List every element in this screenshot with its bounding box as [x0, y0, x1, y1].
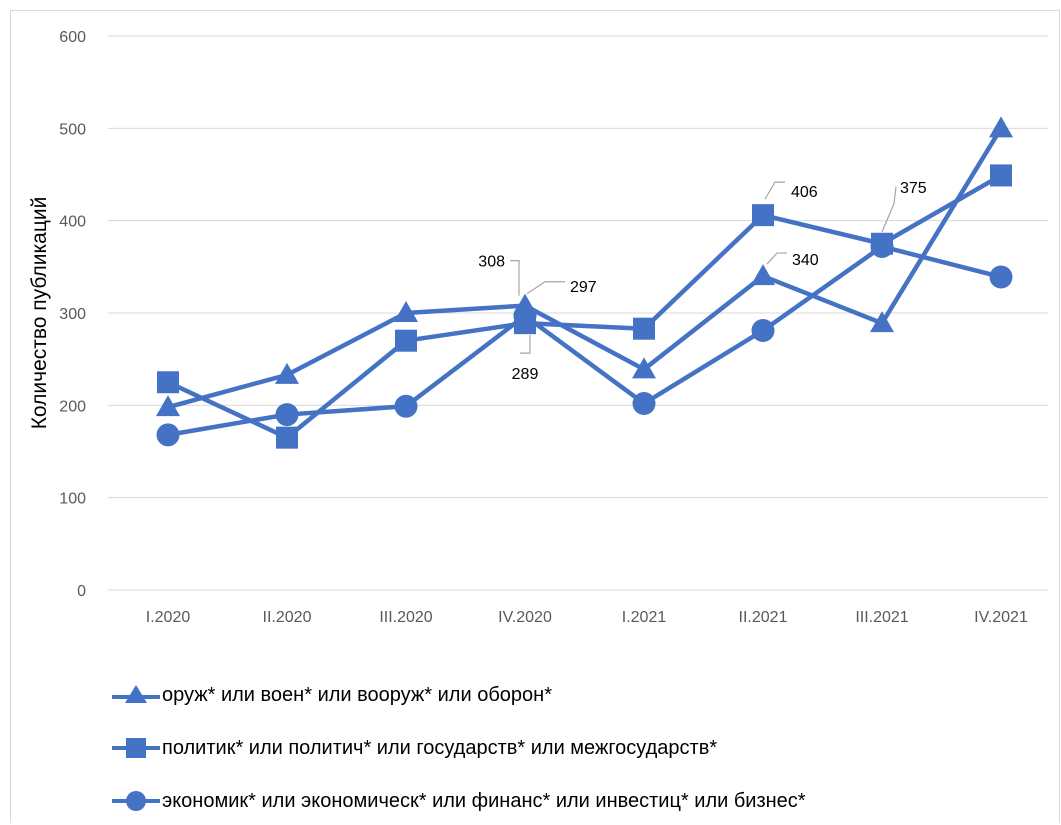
triangle-point: [156, 395, 180, 417]
leader-line: [766, 252, 787, 265]
circle-point: [513, 304, 537, 328]
y-tick-label: 500: [59, 121, 86, 138]
square-point: [276, 426, 298, 449]
legend-square-icon: [112, 738, 160, 758]
triangle-point: [632, 357, 656, 379]
square-point: [157, 371, 179, 394]
data-labels: 308 297 289 406 340 375: [478, 180, 927, 383]
data-label: 375: [900, 180, 927, 197]
x-axis-ticks: I.2020 II.2020 III.2020 IV.2020 I.2021 II.202…: [146, 609, 1028, 626]
y-tick-label: 200: [59, 398, 86, 415]
circle-point: [989, 265, 1013, 289]
circle-point: [394, 394, 418, 418]
y-tick-label: 600: [59, 29, 86, 46]
triangle-point: [275, 362, 299, 384]
x-tick-label: IV.2021: [974, 609, 1028, 626]
triangle-point: [751, 264, 775, 286]
square-point: [990, 164, 1012, 187]
square-point: [395, 329, 417, 352]
y-axis-label: Количество публикаций: [28, 197, 51, 430]
leader-line: [510, 260, 520, 296]
y-tick-label: 0: [77, 583, 86, 600]
legend-item-politics: политик* или политич* или государств* ил…: [112, 733, 717, 763]
data-label: 308: [478, 254, 505, 271]
x-tick-label: I.2020: [146, 609, 191, 626]
x-tick-label: II.2020: [263, 609, 312, 626]
leader-line: [520, 335, 531, 354]
x-tick-label: II.2021: [739, 609, 788, 626]
legend-triangle-icon: [112, 685, 160, 703]
circle-point: [275, 403, 299, 427]
leader-line: [526, 281, 565, 295]
y-tick-label: 400: [59, 214, 86, 231]
circle-point: [156, 423, 180, 447]
x-tick-label: III.2020: [379, 609, 432, 626]
leader-line: [881, 186, 897, 232]
y-tick-label: 100: [59, 491, 86, 508]
series-line: [167, 244, 1002, 438]
legend-label: оруж* или воен* или вооруж* или оборон*: [162, 683, 552, 706]
x-tick-label: III.2021: [855, 609, 908, 626]
data-label: 297: [570, 279, 597, 296]
series-triangle: [156, 116, 1013, 417]
gridlines: [108, 35, 1048, 591]
x-tick-label: IV.2020: [498, 609, 552, 626]
series-line: [167, 127, 1003, 410]
square-point: [752, 204, 774, 227]
chart-frame: [10, 10, 1060, 823]
legend-circle-icon: [112, 791, 160, 811]
y-axis-ticks: 0 100 200 300 400 500 600: [59, 29, 86, 600]
x-tick-label: I.2021: [622, 609, 667, 626]
legend-item-economics: экономик* или экономическ* или финанс* и…: [112, 786, 806, 816]
series-line: [167, 173, 1003, 440]
triangle-point: [870, 311, 894, 333]
circle-point: [632, 391, 656, 415]
data-label: 340: [792, 252, 819, 269]
circle-point: [751, 319, 775, 343]
y-tick-label: 300: [59, 306, 86, 323]
legend-label: политик* или политич* или государств* ил…: [162, 736, 718, 759]
data-label: 406: [791, 184, 818, 201]
series-circle: [156, 235, 1013, 447]
legend-item-weapons: оруж* или воен* или вооруж* или оборон*: [112, 680, 552, 710]
triangle-point: [394, 301, 418, 322]
leader-line: [764, 181, 785, 200]
legend-label: экономик* или экономическ* или финанс* и…: [162, 789, 806, 812]
square-point: [633, 317, 655, 340]
triangle-point: [989, 116, 1013, 138]
series-group: [156, 116, 1013, 449]
data-label: 289: [512, 366, 539, 383]
circle-point: [870, 235, 894, 259]
